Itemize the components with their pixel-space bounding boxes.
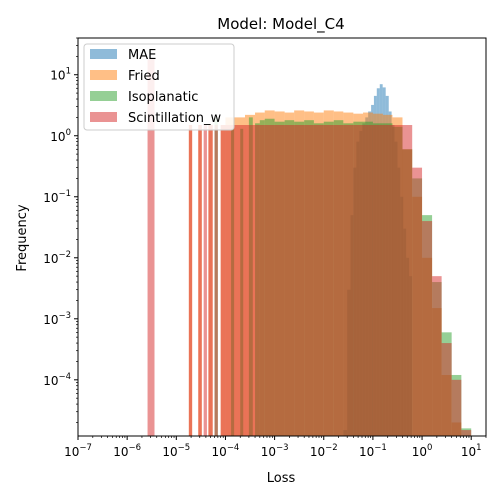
bar-series-3-bin-16 <box>313 125 324 436</box>
bar-series-3-bin-26 <box>412 167 423 436</box>
x-tick-label: 10−2 <box>310 443 338 459</box>
x-tick-label: 10−6 <box>113 443 141 459</box>
bar-series-3-bin-3 <box>203 125 207 436</box>
bars-layer <box>147 59 472 437</box>
chart-title: Model: Model_C4 <box>217 15 344 34</box>
bar-series-3-bin-25 <box>402 125 413 436</box>
bar-series-3-bin-28 <box>432 276 442 436</box>
legend-box <box>83 43 235 131</box>
y-tick-label: 100 <box>50 128 71 144</box>
x-tick-label: 101 <box>461 443 482 459</box>
x-tick-label: 10−4 <box>212 443 240 459</box>
bar-series-3-bin-27 <box>422 221 433 436</box>
bar-series-3-bin-11 <box>264 125 275 436</box>
x-tick-label: 10−1 <box>359 443 387 459</box>
series-3-bars <box>147 59 472 436</box>
legend-swatch-2 <box>90 91 117 101</box>
bar-series-3-bin-13 <box>284 125 295 436</box>
bar-series-3-bin-2 <box>198 125 202 436</box>
y-tick-label: 10−2 <box>43 250 71 266</box>
x-tick-label: 100 <box>412 443 433 459</box>
x-tick-label: 10−5 <box>162 443 190 459</box>
bar-series-3-bin-15 <box>304 125 314 436</box>
bar-series-3-bin-21 <box>363 125 373 436</box>
legend-label-0: MAE <box>128 48 156 63</box>
bar-series-3-bin-31 <box>461 430 472 436</box>
legend: MAE Fried Isoplanatic Scintillation_w <box>83 43 235 131</box>
bar-series-3-bin-19 <box>343 125 354 436</box>
bar-series-3-bin-12 <box>274 125 285 436</box>
y-tick-label: 101 <box>50 67 71 83</box>
bar-series-3-bin-30 <box>451 379 462 436</box>
bar-series-3-bin-7 <box>225 125 236 436</box>
bar-series-3-bin-23 <box>382 125 393 436</box>
ticks-layer: 10−7 10−6 10−5 10−4 10−3 10−2 10−1 100 101 10−4 10… <box>43 37 487 459</box>
bar-series-3-bin-29 <box>441 343 452 436</box>
bar-series-3-bin-1 <box>188 125 193 436</box>
legend-label-3: Scintillation_w <box>128 111 222 126</box>
legend-swatch-0 <box>90 49 117 59</box>
bar-series-3-bin-14 <box>294 125 305 436</box>
bar-series-3-bin-24 <box>392 125 403 436</box>
bar-series-3-bin-0 <box>147 59 155 436</box>
bar-series-3-bin-9 <box>245 125 256 436</box>
bar-series-3-bin-17 <box>323 125 334 436</box>
legend-swatch-3 <box>90 112 117 122</box>
legend-label-1: Fried <box>128 69 160 84</box>
x-tick-label: 10−3 <box>261 443 289 459</box>
bar-series-3-bin-6 <box>220 125 226 436</box>
legend-label-2: Isoplanatic <box>128 90 198 105</box>
x-tick-label: 10−7 <box>64 443 92 459</box>
bar-series-3-bin-10 <box>255 125 265 436</box>
plot-frame <box>77 37 487 437</box>
legend-swatch-1 <box>90 70 117 80</box>
bar-series-3-bin-22 <box>372 125 383 436</box>
bar-series-3-bin-18 <box>333 125 344 436</box>
x-axis-label: Loss <box>267 471 296 486</box>
bar-series-3-bin-8 <box>235 125 246 436</box>
y-axis-label: Frequency <box>15 204 30 271</box>
y-tick-label: 10−3 <box>43 311 71 327</box>
y-tick-label: 10−1 <box>43 189 71 205</box>
y-tick-label: 10−4 <box>43 372 71 388</box>
bar-series-3-bin-20 <box>353 125 364 436</box>
bar-series-3-bin-5 <box>214 125 218 436</box>
bar-series-3-bin-4 <box>208 125 213 436</box>
